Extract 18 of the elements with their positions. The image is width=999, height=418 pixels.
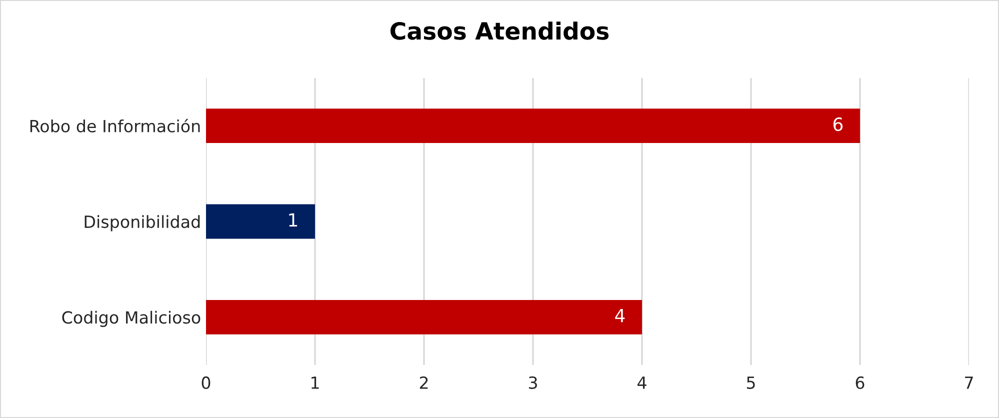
x-tick-label: 7 bbox=[965, 376, 973, 389]
data-label: 4 bbox=[615, 308, 625, 322]
bar bbox=[206, 300, 642, 334]
y-tick-label: Robo de Información bbox=[30, 118, 200, 132]
x-tick-label: 6 bbox=[856, 376, 864, 390]
x-tick-label: 0 bbox=[202, 376, 210, 390]
chart-title: Casos Atendidos bbox=[390, 22, 609, 40]
x-tick-label: 1 bbox=[312, 376, 319, 389]
data-label: 1 bbox=[289, 213, 298, 226]
x-tick-label: 3 bbox=[528, 376, 537, 390]
x-tick-label: 5 bbox=[746, 376, 755, 390]
y-tick-label: Codigo Malicioso bbox=[62, 310, 200, 327]
y-tick-label: Disponibilidad bbox=[84, 215, 200, 232]
bar bbox=[206, 204, 315, 239]
data-label: 6 bbox=[833, 117, 843, 132]
x-tick-label: 2 bbox=[420, 376, 428, 389]
bar bbox=[206, 108, 860, 144]
x-tick-label: 4 bbox=[638, 376, 646, 389]
